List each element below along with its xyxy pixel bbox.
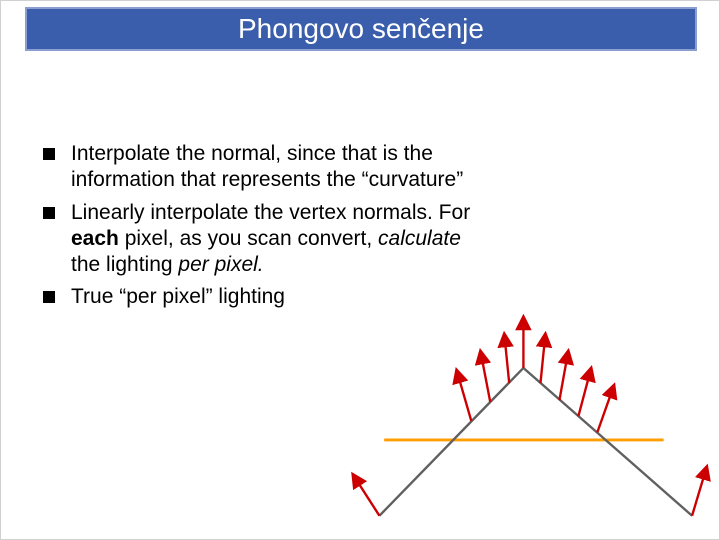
content-area: Interpolate the normal, since that is th… (71, 141, 471, 317)
bullet-text: Linearly interpolate the vertex normals.… (71, 200, 471, 279)
diagram-svg (351, 311, 711, 531)
bullet-item: Linearly interpolate the vertex normals.… (71, 200, 471, 279)
slide-title: Phongovo senčenje (238, 13, 484, 45)
slide: Phongovo senčenje Interpolate the normal… (0, 0, 720, 540)
bullet-item: Interpolate the normal, since that is th… (71, 141, 471, 194)
title-bar: Phongovo senčenje (25, 7, 697, 51)
bullet-text: True “per pixel” lighting (71, 284, 471, 310)
bullet-marker-icon (43, 291, 55, 303)
bullet-item: True “per pixel” lighting (71, 284, 471, 310)
bullet-text: Interpolate the normal, since that is th… (71, 141, 471, 194)
bullet-marker-icon (43, 207, 55, 219)
bullet-marker-icon (43, 148, 55, 160)
phong-diagram (351, 311, 711, 531)
